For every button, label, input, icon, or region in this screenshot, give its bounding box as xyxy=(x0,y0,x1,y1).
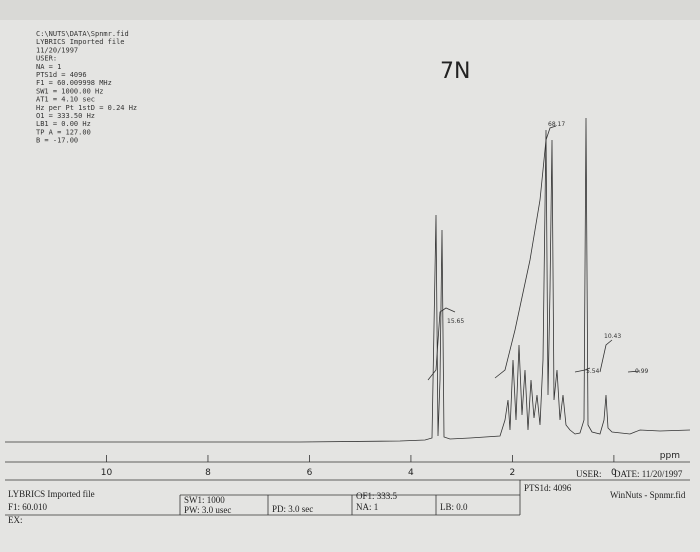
x-tick-label: 8 xyxy=(205,468,211,478)
footer-sw1: SW1: 1000 xyxy=(184,495,225,505)
footer-user: USER: xyxy=(576,469,602,479)
spectrum-line xyxy=(5,117,691,443)
footer-pd: PD: 3.0 sec xyxy=(272,504,313,514)
header-line: USER: xyxy=(36,55,57,63)
header-line: F1 = 60.009998 MHz xyxy=(36,79,112,87)
paper-edge xyxy=(0,0,700,20)
x-tick-label: 10 xyxy=(101,468,113,478)
header-line: LYBRICS Imported file xyxy=(36,38,125,46)
handwritten-note: 7N xyxy=(440,59,470,84)
header-line: O1 = 333.50 Hz xyxy=(36,112,95,120)
footer-na: NA: 1 xyxy=(356,502,378,512)
x-axis-label: ppm xyxy=(660,451,680,461)
header-line: 11/20/1997 xyxy=(36,46,78,54)
header-line: PTS1d = 4096 xyxy=(36,71,87,79)
footer-date: DATE: 11/20/1997 xyxy=(614,469,683,479)
x-tick-label: 4 xyxy=(408,468,414,478)
footer-file: LYBRICS Imported file xyxy=(8,489,95,499)
x-tick-label: 2 xyxy=(510,468,516,478)
footer-of1: OF1: 333.5 xyxy=(356,491,398,501)
header-line: TP A = 127.00 xyxy=(36,128,91,136)
integral-label: 10.43 xyxy=(604,333,621,340)
header-line: B = -17.00 xyxy=(36,137,78,145)
header-line: SW1 = 1000.00 Hz xyxy=(36,87,103,95)
x-tick-label: 0 xyxy=(611,468,617,478)
x-tick-label: 6 xyxy=(307,468,313,478)
footer-boxes xyxy=(5,479,690,516)
footer-f1: F1: 60.010 xyxy=(8,502,48,512)
footer-ex: EX: xyxy=(8,515,23,525)
integral-label: 5.54 xyxy=(586,368,600,375)
header-line: C:\NUTS\DATA\Spnmr.fid xyxy=(36,30,129,38)
integral-curve xyxy=(427,125,641,381)
footer-program: WinNuts - Spnmr.fid xyxy=(610,490,686,500)
integral-label: 15.65 xyxy=(447,318,464,325)
header-line: AT1 = 4.10 sec xyxy=(36,96,95,104)
header-line: LB1 = 0.00 Hz xyxy=(36,120,91,128)
header-line: Hz per Pt 1stD = 0.24 Hz xyxy=(36,104,137,112)
footer-pw: PW: 3.0 usec xyxy=(184,505,231,515)
header-line: NA = 1 xyxy=(36,63,61,71)
footer-lb: LB: 0.0 xyxy=(440,502,468,512)
axis-ticks: 10 8 6 4 2 0 xyxy=(101,455,617,478)
integral-label: 68.17 xyxy=(548,121,565,128)
footer-pts: PTS1d: 4096 xyxy=(524,483,572,493)
integral-label: 0.99 xyxy=(635,368,649,375)
